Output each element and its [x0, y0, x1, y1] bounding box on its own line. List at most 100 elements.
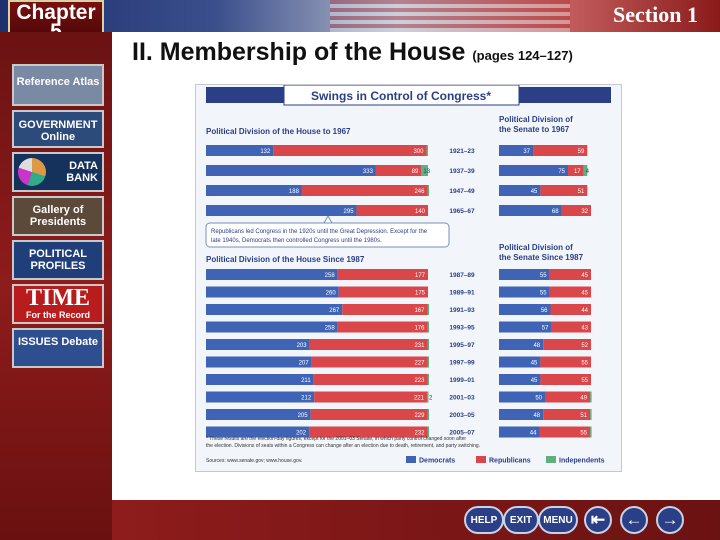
post1987-house-rep-label: 232 — [414, 431, 425, 437]
post1987-house-dem-bar — [206, 339, 310, 350]
pre1967-senate-dem-label: 75 — [558, 169, 565, 175]
sidebar-label: Reference Atlas — [16, 76, 100, 88]
pre1967-house-dem-bar — [206, 205, 357, 216]
post1987-senate-rep-label: 43 — [581, 326, 588, 332]
time-logo: TIME — [25, 285, 90, 311]
pre1967-house-rep-label: 246 — [414, 189, 425, 195]
pre1967-house-rep-bar — [375, 165, 422, 176]
post1987-house-dem-label: 211 — [301, 378, 311, 384]
legend-swatch — [406, 456, 416, 463]
pre1967-year-label: 1921–23 — [449, 148, 475, 155]
pre1967-senate-dem-label: 45 — [531, 189, 538, 195]
post1987-house-dem-bar — [206, 269, 338, 280]
post1987-house-rep-bar — [337, 269, 428, 280]
arrow-right-icon: → — [661, 510, 679, 529]
pre1967-house-rep-bar — [356, 205, 428, 216]
post1987-house-dem-bar — [206, 321, 338, 333]
first-page-button[interactable]: ⇤ — [584, 506, 612, 534]
post1987-house-rep-label: 176 — [414, 326, 425, 332]
post1987-house-rep-label: 227 — [414, 361, 425, 367]
post1987-senate-dem-label: 45 — [531, 361, 538, 367]
annotation-line-1: Republicans led Congress in the 1920s un… — [211, 229, 428, 235]
back-button[interactable]: ← — [620, 506, 648, 534]
post1987-house-ind-bar — [427, 321, 429, 333]
pre1967-house-ind-bar — [426, 145, 428, 156]
post1987-senate-ind-bar — [590, 391, 592, 403]
post1987-year-label: 2003–05 — [449, 412, 475, 419]
post1987-house-rep-bar — [311, 356, 428, 368]
pre1967-house-ind-bar — [427, 185, 429, 196]
post1987-senate-rep-label: 55 — [580, 431, 587, 437]
post1987-house-dem-label: 205 — [298, 413, 309, 419]
pre1967-senate-dem-bar — [499, 205, 562, 216]
post1987-senate-dem-label: 44 — [530, 431, 537, 437]
post1987-house-rep-bar — [309, 339, 428, 350]
menu-label: MENU — [543, 514, 573, 526]
sidebar-item-political-profiles[interactable]: POLITICAL PROFILES — [12, 240, 104, 280]
post1987-senate-dem-bar — [499, 321, 552, 333]
post1987-senate-rep-bar — [551, 321, 591, 333]
sidebar-item-issues-debate[interactable]: ISSUES Debate — [12, 328, 104, 368]
post1987-senate-dem-bar — [499, 286, 550, 298]
pre1967-house-rep-bar — [301, 185, 428, 196]
pre1967-senate-rep-label: 32 — [581, 209, 588, 215]
post1987-house-rep-bar — [314, 391, 427, 403]
chart-title-box — [283, 84, 520, 106]
post1987-house-dem-bar — [206, 374, 314, 385]
post1987-senate-rep-bar — [545, 391, 591, 403]
post1987-senate-rep-bar — [550, 304, 591, 315]
pre1967-senate-ind-bar — [583, 165, 588, 176]
post1987-senate-rep-label: 51 — [580, 413, 587, 419]
sidebar-item-time[interactable]: TIME For the Record — [12, 284, 104, 324]
sidebar-item-data-bank[interactable]: DATA BANK — [12, 152, 104, 192]
sidebar-label: DATA BANK — [66, 160, 98, 184]
post1987-senate-dem-bar — [499, 426, 540, 438]
next-button[interactable]: → — [656, 506, 684, 534]
post1987-house-dem-bar — [206, 409, 311, 420]
sidebar-item-gallery-of-presidents[interactable]: Gallery of Presidents — [12, 196, 104, 236]
pre1967-senate-dem-bar — [499, 165, 568, 176]
post1987-house-rep-bar — [338, 286, 428, 298]
post1987-senate-dem-label: 50 — [535, 396, 542, 402]
post1987-year-label: 1995–97 — [449, 342, 475, 349]
pre1967-senate-dem-bar — [499, 185, 541, 196]
pre1967-year-label: 1937–39 — [449, 168, 475, 175]
congress-chart: Swings in Control of Congress* Political… — [205, 84, 611, 465]
chapter-word: Chapter — [16, 1, 96, 24]
post1987-house-dem-label: 203 — [297, 343, 308, 349]
sidebar-label: ISSUES Debate — [17, 336, 99, 348]
senate-1987-title-2: the Senate Since 1987 — [499, 253, 584, 262]
post1987-senate-dem-bar — [499, 409, 544, 420]
menu-button[interactable]: MENU — [538, 506, 578, 534]
post1987-house-dem-label: 258 — [325, 326, 336, 332]
senate-1987-title-1: Political Division of — [499, 243, 573, 252]
post1987-year-label: 1989–91 — [449, 290, 475, 297]
post1987-house-rep-label: 231 — [414, 343, 425, 349]
senate-1967-title-1: Political Division of — [499, 115, 573, 124]
post1987-senate-rep-label: 52 — [581, 343, 588, 349]
pre1967-house-rep-bar — [273, 145, 427, 156]
post1987-house-dem-label: 267 — [329, 308, 340, 314]
post1987-house-ind-bar — [427, 304, 429, 315]
pre1967-house-dem-label: 132 — [260, 149, 271, 155]
post1987-senate-dem-bar — [499, 391, 545, 403]
post1987-senate-rep-label: 55 — [581, 361, 588, 367]
post1987-house-dem-bar — [206, 356, 312, 368]
help-button[interactable]: HELP — [464, 506, 504, 534]
pre1967-house-rep-label: 89 — [412, 169, 419, 175]
post1987-senate-rep-bar — [543, 409, 591, 420]
pre1967-senate-rep-bar — [533, 145, 588, 156]
sidebar-item-government-online[interactable]: GOVERNMENT Online — [12, 110, 104, 148]
post1987-house-rep-bar — [310, 409, 428, 420]
post1987-house-rep-bar — [342, 304, 428, 315]
footnote-line-1: * These results are the election-day fig… — [206, 436, 466, 442]
post1987-senate-rep-bar — [540, 374, 591, 385]
post1987-house-ind-bar — [427, 339, 429, 350]
post1987-senate-dem-label: 48 — [533, 343, 540, 349]
chart-title: Swings in Control of Congress* — [311, 89, 491, 103]
post1987-house-dem-bar — [206, 426, 310, 438]
legend-label: Republicans — [489, 458, 531, 465]
sidebar-item-reference-atlas[interactable]: Reference Atlas — [12, 64, 104, 106]
chart-panel: Swings in Control of Congress* Political… — [195, 84, 622, 472]
exit-button[interactable]: EXIT — [503, 506, 539, 534]
